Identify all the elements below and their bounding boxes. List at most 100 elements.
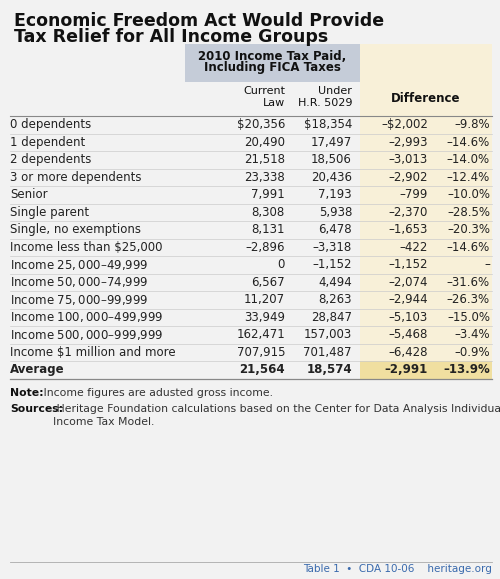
Bar (360, 309, 492, 326)
Text: 0 dependents: 0 dependents (10, 118, 91, 131)
Text: –9.8%: –9.8% (454, 118, 490, 131)
Text: 6,478: 6,478 (318, 223, 352, 236)
Text: –1,653: –1,653 (388, 223, 428, 236)
Text: 7,991: 7,991 (252, 188, 285, 201)
Text: –5,103: –5,103 (389, 311, 428, 324)
Text: 20,490: 20,490 (244, 135, 285, 149)
Text: $18,354: $18,354 (304, 118, 352, 131)
Text: Under
H.R. 5029: Under H.R. 5029 (298, 86, 352, 108)
Text: –2,993: –2,993 (388, 135, 428, 149)
Text: –$2,002: –$2,002 (381, 118, 428, 131)
Text: Economic Freedom Act Would Provide: Economic Freedom Act Would Provide (14, 12, 384, 30)
Bar (360, 273, 492, 291)
Text: –10.0%: –10.0% (447, 188, 490, 201)
Text: –422: –422 (400, 241, 428, 254)
Text: –0.9%: –0.9% (454, 346, 490, 359)
Text: 157,003: 157,003 (304, 328, 352, 341)
Text: 21,564: 21,564 (240, 363, 285, 376)
Text: 3 or more dependents: 3 or more dependents (10, 171, 141, 184)
Text: Average: Average (10, 363, 64, 376)
Text: 2010 Income Tax Paid,: 2010 Income Tax Paid, (198, 50, 346, 63)
Text: Including FICA Taxes: Including FICA Taxes (204, 61, 341, 74)
Bar (360, 361, 492, 379)
Text: –2,896: –2,896 (246, 241, 285, 254)
Bar (185, 44, 360, 82)
Bar (360, 221, 492, 239)
Bar (360, 326, 492, 343)
Text: –13.9%: –13.9% (444, 363, 490, 376)
Text: 18,574: 18,574 (306, 363, 352, 376)
Text: 33,949: 33,949 (244, 311, 285, 324)
Text: –799: –799 (400, 188, 428, 201)
Text: –28.5%: –28.5% (447, 206, 490, 219)
Text: –2,074: –2,074 (388, 276, 428, 289)
Text: $20,356: $20,356 (236, 118, 285, 131)
Text: –2,902: –2,902 (388, 171, 428, 184)
Text: Income $1 million and more: Income $1 million and more (10, 346, 175, 359)
Text: Difference: Difference (391, 92, 461, 105)
Bar (360, 291, 492, 309)
Bar (360, 256, 492, 273)
Text: –6,428: –6,428 (388, 346, 428, 359)
Text: Single, no exemptions: Single, no exemptions (10, 223, 141, 236)
Text: 23,338: 23,338 (244, 171, 285, 184)
Text: –3,318: –3,318 (313, 241, 352, 254)
Text: Income $50,000–$74,999: Income $50,000–$74,999 (10, 275, 148, 290)
Text: 5,938: 5,938 (318, 206, 352, 219)
Text: Income $75,000–$99,999: Income $75,000–$99,999 (10, 293, 148, 307)
Text: Current
Law: Current Law (243, 86, 285, 108)
Text: 4,494: 4,494 (318, 276, 352, 289)
Text: –14.0%: –14.0% (447, 153, 490, 166)
Text: Sources:: Sources: (10, 404, 63, 413)
Text: –1,152: –1,152 (388, 258, 428, 271)
Text: 21,518: 21,518 (244, 153, 285, 166)
Text: 8,131: 8,131 (252, 223, 285, 236)
Bar (360, 44, 492, 82)
Text: Tax Relief for All Income Groups: Tax Relief for All Income Groups (14, 28, 328, 46)
Text: –14.6%: –14.6% (447, 135, 490, 149)
Bar (360, 186, 492, 203)
Text: 28,847: 28,847 (311, 311, 352, 324)
Bar (360, 151, 492, 168)
Text: Heritage Foundation calculations based on the Center for Data Analysis Individua: Heritage Foundation calculations based o… (53, 404, 500, 427)
Text: Single parent: Single parent (10, 206, 89, 219)
Text: 18,506: 18,506 (311, 153, 352, 166)
Text: –2,944: –2,944 (388, 293, 428, 306)
Text: Income $500,000–$999,999: Income $500,000–$999,999 (10, 328, 164, 342)
Text: 707,915: 707,915 (236, 346, 285, 359)
Text: –31.6%: –31.6% (447, 276, 490, 289)
Text: –: – (484, 258, 490, 271)
Text: –26.3%: –26.3% (447, 293, 490, 306)
Bar (360, 168, 492, 186)
Text: –2,991: –2,991 (385, 363, 428, 376)
Text: 6,567: 6,567 (252, 276, 285, 289)
Text: Note:: Note: (10, 389, 43, 398)
Text: Income figures are adusted gross income.: Income figures are adusted gross income. (40, 389, 273, 398)
Text: –12.4%: –12.4% (447, 171, 490, 184)
Bar (360, 343, 492, 361)
Bar (360, 116, 492, 134)
Text: Income $100,000–$499,999: Income $100,000–$499,999 (10, 310, 164, 324)
Text: –2,370: –2,370 (388, 206, 428, 219)
Text: 1 dependent: 1 dependent (10, 135, 85, 149)
Text: –15.0%: –15.0% (447, 311, 490, 324)
Text: Income less than $25,000: Income less than $25,000 (10, 241, 162, 254)
Text: –14.6%: –14.6% (447, 241, 490, 254)
Text: –20.3%: –20.3% (447, 223, 490, 236)
Text: 20,436: 20,436 (311, 171, 352, 184)
Text: 11,207: 11,207 (244, 293, 285, 306)
Text: 7,193: 7,193 (318, 188, 352, 201)
Text: Table 1  •  CDA 10-06    heritage.org: Table 1 • CDA 10-06 heritage.org (303, 564, 492, 574)
Text: 701,487: 701,487 (304, 346, 352, 359)
Bar (360, 203, 492, 221)
Text: Income $25,000–$49,999: Income $25,000–$49,999 (10, 258, 148, 272)
Text: –3,013: –3,013 (389, 153, 428, 166)
Text: 8,263: 8,263 (318, 293, 352, 306)
Text: 2 dependents: 2 dependents (10, 153, 92, 166)
Bar (360, 134, 492, 151)
Text: –5,468: –5,468 (388, 328, 428, 341)
Text: 8,308: 8,308 (252, 206, 285, 219)
Text: –1,152: –1,152 (312, 258, 352, 271)
Text: –3.4%: –3.4% (454, 328, 490, 341)
Bar (360, 239, 492, 256)
